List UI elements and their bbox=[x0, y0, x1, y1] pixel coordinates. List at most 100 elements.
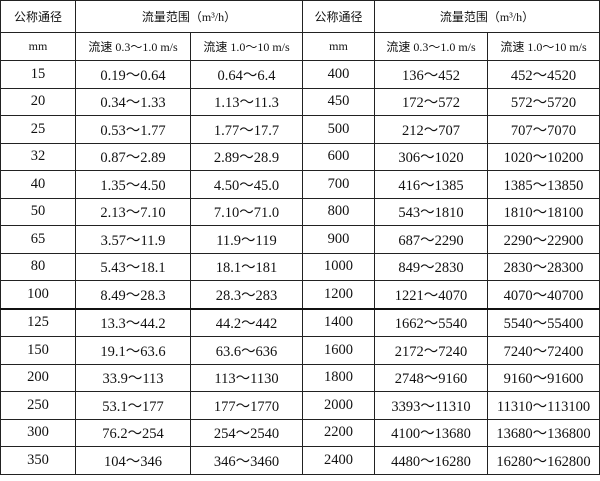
dn-left-cell: 32 bbox=[0, 142, 76, 171]
table-row: 200 33.9～113 113～1130 1800 2748～9160 9160～916… bbox=[0, 363, 600, 392]
flow-low-right-cell: 2748～9160 bbox=[374, 363, 488, 392]
table-row: 80 5.43～18.1 18.1～181 1000 849～2830 2830～2830… bbox=[0, 252, 600, 281]
flow-high-left-cell: 177～1770 bbox=[190, 391, 303, 420]
flow-low-left-cell: 19.1～63.6 bbox=[75, 336, 191, 365]
flow-low-left-cell: 53.1～177 bbox=[75, 391, 191, 420]
dn-right-cell: 800 bbox=[302, 197, 375, 226]
flow-low-right-cell: 4100～13680 bbox=[374, 418, 488, 447]
flow-low-right-cell: 416～1385 bbox=[374, 170, 488, 199]
flow-high-right-cell: 1810～18100 bbox=[487, 197, 600, 226]
flow-high-left-cell: 28.3～283 bbox=[190, 280, 303, 309]
dn-left-cell: 25 bbox=[0, 115, 76, 144]
flow-low-right-cell: 2172～7240 bbox=[374, 336, 488, 365]
flow-low-left-cell: 33.9～113 bbox=[75, 363, 191, 392]
dn-right-cell: 900 bbox=[302, 225, 375, 254]
flow-low-right-cell: 4480～16280 bbox=[374, 446, 488, 475]
flow-high-left-cell: 0.64～6.4 bbox=[190, 60, 303, 89]
flow-low-right-cell: 172～572 bbox=[374, 87, 488, 116]
flow-high-right-cell: 2290～22900 bbox=[487, 225, 600, 254]
flow-low-left-cell: 0.53～1.77 bbox=[75, 115, 191, 144]
flow-low-left-cell: 76.2～254 bbox=[75, 418, 191, 447]
flow-low-left-cell: 2.13～7.10 bbox=[75, 197, 191, 226]
dn-left-cell: 80 bbox=[0, 252, 76, 281]
table-row: 65 3.57～11.9 11.9～119 900 687～2290 2290～22900 bbox=[0, 225, 600, 254]
table-row: 20 0.34～1.33 1.13～11.3 450 172～572 572～5720 bbox=[0, 87, 600, 116]
flow-high-left-cell: 44.2～442 bbox=[190, 307, 303, 337]
flow-high-left-cell: 346～3460 bbox=[190, 446, 303, 475]
flow-range-header-left: 流量范围（m³/h） bbox=[75, 0, 303, 33]
flow-low-right-cell: 306～1020 bbox=[374, 142, 488, 171]
unit-right: mm bbox=[302, 32, 375, 61]
dn-right-cell: 1800 bbox=[302, 363, 375, 392]
table-row: 100 8.49～28.3 28.3～283 1200 1221～4070 4070～40… bbox=[0, 280, 600, 309]
flow-low-left-cell: 5.43～18.1 bbox=[75, 252, 191, 281]
flow-low-right-cell: 849～2830 bbox=[374, 252, 488, 281]
dn-header-left: 公称通径 bbox=[0, 0, 76, 33]
flow-high-left-cell: 1.13～11.3 bbox=[190, 87, 303, 116]
table-row: 125 13.3～44.2 44.2～442 1400 1662～5540 5540～55… bbox=[0, 307, 600, 337]
flow-high-right-cell: 4070～40700 bbox=[487, 280, 600, 309]
dn-right-cell: 1400 bbox=[302, 307, 375, 337]
table-row: 50 2.13～7.10 7.10～71.0 800 543～1810 1810～1810… bbox=[0, 197, 600, 226]
flow-high-right-cell: 572～5720 bbox=[487, 87, 600, 116]
speed-high-right: 流速 1.0～10 m/s bbox=[487, 32, 600, 61]
dn-right-cell: 2400 bbox=[302, 446, 375, 475]
flow-low-right-cell: 1662～5540 bbox=[374, 307, 488, 337]
flow-high-right-cell: 2830～28300 bbox=[487, 252, 600, 281]
flow-low-left-cell: 13.3～44.2 bbox=[75, 307, 191, 337]
flow-low-right-cell: 136～452 bbox=[374, 60, 488, 89]
dn-left-cell: 350 bbox=[0, 446, 76, 475]
flow-high-right-cell: 707～7070 bbox=[487, 115, 600, 144]
speed-low-left: 流速 0.3～1.0 m/s bbox=[75, 32, 191, 61]
dn-left-cell: 40 bbox=[0, 170, 76, 199]
flow-low-right-cell: 1221～4070 bbox=[374, 280, 488, 309]
table-row: 150 19.1～63.6 63.6～636 1600 2172～7240 7240～72… bbox=[0, 336, 600, 365]
flow-low-left-cell: 0.87～2.89 bbox=[75, 142, 191, 171]
flow-low-left-cell: 3.57～11.9 bbox=[75, 225, 191, 254]
flow-low-left-cell: 104～346 bbox=[75, 446, 191, 475]
table-row: 350 104～346 346～3460 2400 4480～16280 16280～16… bbox=[0, 446, 600, 475]
flow-high-left-cell: 7.10～71.0 bbox=[190, 197, 303, 226]
dn-left-cell: 250 bbox=[0, 391, 76, 420]
flow-high-left-cell: 2.89～28.9 bbox=[190, 142, 303, 171]
dn-right-cell: 400 bbox=[302, 60, 375, 89]
flow-high-right-cell: 11310～113100 bbox=[487, 391, 600, 420]
flow-high-left-cell: 63.6～636 bbox=[190, 336, 303, 365]
flow-high-left-cell: 18.1～181 bbox=[190, 252, 303, 281]
flow-high-left-cell: 4.50～45.0 bbox=[190, 170, 303, 199]
flow-high-right-cell: 5540～55400 bbox=[487, 307, 600, 337]
flow-low-left-cell: 0.34～1.33 bbox=[75, 87, 191, 116]
dn-left-cell: 65 bbox=[0, 225, 76, 254]
flow-high-left-cell: 11.9～119 bbox=[190, 225, 303, 254]
table-row: 40 1.35～4.50 4.50～45.0 700 416～1385 1385～1385… bbox=[0, 170, 600, 199]
flow-low-left-cell: 1.35～4.50 bbox=[75, 170, 191, 199]
flow-low-right-cell: 687～2290 bbox=[374, 225, 488, 254]
flow-low-left-cell: 0.19～0.64 bbox=[75, 60, 191, 89]
flow-high-right-cell: 1385～13850 bbox=[487, 170, 600, 199]
flow-high-right-cell: 16280～162800 bbox=[487, 446, 600, 475]
speed-low-right: 流速 0.3～1.0 m/s bbox=[374, 32, 488, 61]
unit-left: mm bbox=[0, 32, 76, 61]
flow-low-right-cell: 3393～11310 bbox=[374, 391, 488, 420]
flow-high-right-cell: 13680～136800 bbox=[487, 418, 600, 447]
dn-right-cell: 500 bbox=[302, 115, 375, 144]
dn-right-cell: 700 bbox=[302, 170, 375, 199]
subheader-row: mm 流速 0.3～1.0 m/s 流速 1.0～10 m/s mm 流速 0.… bbox=[0, 32, 600, 61]
table-row: 15 0.19～0.64 0.64～6.4 400 136～452 452～4520 bbox=[0, 60, 600, 89]
table-row: 32 0.87～2.89 2.89～28.9 600 306～1020 1020～1020… bbox=[0, 142, 600, 171]
dn-left-cell: 50 bbox=[0, 197, 76, 226]
flow-high-right-cell: 1020～10200 bbox=[487, 142, 600, 171]
dn-right-cell: 1000 bbox=[302, 252, 375, 281]
dn-left-cell: 125 bbox=[0, 307, 76, 337]
dn-left-cell: 200 bbox=[0, 363, 76, 392]
flow-high-right-cell: 452～4520 bbox=[487, 60, 600, 89]
dn-left-cell: 150 bbox=[0, 336, 76, 365]
flow-low-left-cell: 8.49～28.3 bbox=[75, 280, 191, 309]
dn-left-cell: 15 bbox=[0, 60, 76, 89]
dn-right-cell: 1200 bbox=[302, 280, 375, 309]
flow-high-left-cell: 1.77～17.7 bbox=[190, 115, 303, 144]
header-row: 公称通径 流量范围（m³/h） 公称通径 流量范围（m³/h） bbox=[0, 0, 600, 33]
dn-right-cell: 600 bbox=[302, 142, 375, 171]
table-row: 250 53.1～177 177～1770 2000 3393～11310 11310～1… bbox=[0, 391, 600, 420]
